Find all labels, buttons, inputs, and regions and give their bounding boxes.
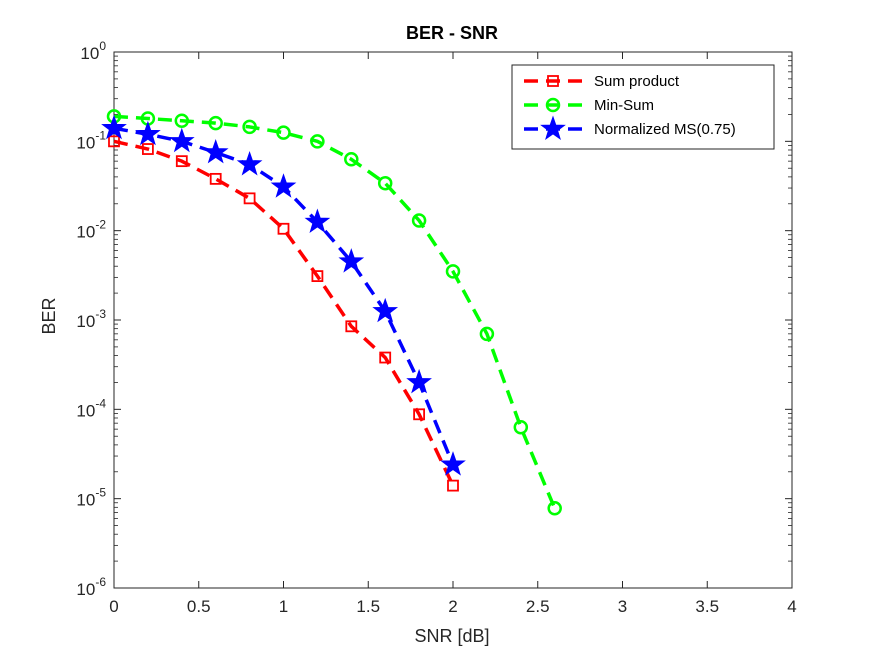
data-point-sum-product [175,155,188,168]
data-point-sum-product [209,172,222,185]
data-point-normalized-ms-0-75 [101,114,127,140]
legend-label: Min-Sum [594,97,654,114]
data-point-sum-product [345,320,358,333]
x-tick-label: 3 [618,597,627,616]
y-tick-exponent: -2 [95,218,106,232]
chart-title: BER - SNR [406,23,498,43]
data-point-min-sum [479,326,495,342]
data-point-min-sum [344,152,359,167]
y-axis-label: BER [39,297,59,334]
y-tick-exponent: -1 [95,128,106,142]
data-point-sum-product [277,222,290,235]
data-point-sum-product [379,351,392,364]
y-tick-exponent: -6 [95,575,106,589]
y-tick-base: 10 [76,491,95,510]
y-tick-base: 10 [76,401,95,420]
legend-marker [547,75,559,87]
data-point-min-sum [445,264,461,279]
data-point-min-sum [310,134,325,149]
x-tick-label: 1 [279,597,288,616]
x-tick-label: 1.5 [356,597,380,616]
y-tick-label: 10-4 [76,396,106,420]
data-point-normalized-ms-0-75 [135,120,161,146]
x-tick-label: 3.5 [695,597,719,616]
y-tick-label: 10-6 [76,575,106,599]
data-point-min-sum [547,501,562,516]
series-normalized-ms-0-75 [101,114,466,476]
legend-item: Min-Sum [524,97,654,114]
y-tick-exponent: 0 [99,39,106,53]
y-tick-exponent: -5 [95,486,106,500]
y-tick-label: 10-3 [76,307,106,331]
data-point-normalized-ms-0-75 [372,297,399,323]
y-tick-base: 10 [80,44,99,63]
y-tick-exponent: -3 [95,307,106,321]
y-tick-label: 10-1 [76,128,106,152]
y-tick-label: 100 [80,39,106,63]
data-point-sum-product [243,192,256,205]
y-tick-base: 10 [76,580,95,599]
y-tick-label: 10-2 [76,218,106,242]
y-tick-base: 10 [76,223,95,242]
x-tick-label: 0.5 [187,597,211,616]
legend-item: Sum product [524,73,680,90]
data-point-min-sum [242,119,257,135]
x-axis-label: SNR [dB] [414,626,489,646]
data-point-min-sum [276,125,291,140]
x-tick-label: 2 [448,597,457,616]
legend: Sum product Min-Sum Normalized MS(0.75) [511,64,775,150]
data-point-normalized-ms-0-75 [270,173,297,198]
data-point-sum-product [108,135,120,148]
y-tick-label: 10-5 [76,486,106,510]
data-point-min-sum [411,213,427,228]
data-point-min-sum [513,420,529,435]
legend-marker [545,97,561,113]
data-point-min-sum [208,115,223,131]
x-tick-label: 4 [787,597,796,616]
data-point-normalized-ms-0-75 [236,151,263,176]
y-tick-base: 10 [76,133,95,152]
data-point-normalized-ms-0-75 [440,451,466,476]
data-point-normalized-ms-0-75 [406,368,432,394]
data-point-normalized-ms-0-75 [338,248,365,273]
data-point-min-sum [377,175,393,191]
legend-label: Sum product [594,73,680,90]
legend-item: Normalized MS(0.75) [524,115,736,140]
data-point-normalized-ms-0-75 [304,208,331,233]
data-point-sum-product [141,143,154,155]
data-point-normalized-ms-0-75 [202,138,229,164]
legend-marker [540,115,566,140]
series-sum-product [108,135,459,492]
y-tick-exponent: -4 [95,396,106,410]
data-point-normalized-ms-0-75 [168,127,195,153]
data-point-sum-product [413,408,426,421]
data-point-min-sum [174,113,190,128]
series-line-sum-product [113,139,455,487]
y-tick-base: 10 [76,312,95,331]
x-tick-label: 0 [109,597,118,616]
data-point-sum-product [311,270,324,283]
legend-label: Normalized MS(0.75) [594,121,736,138]
x-tick-label: 2.5 [526,597,550,616]
data-point-sum-product [447,479,459,492]
